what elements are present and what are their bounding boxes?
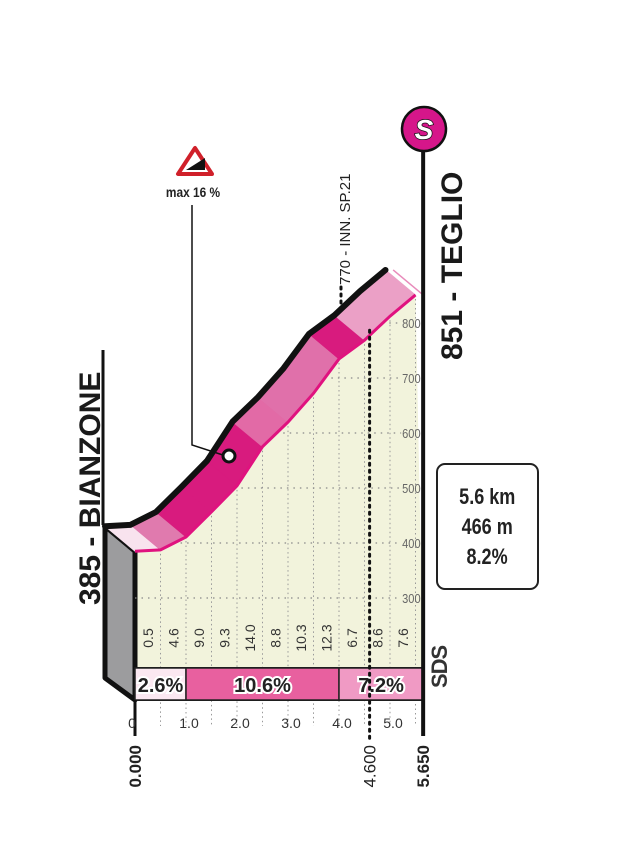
distance-marker-label: 4.600: [361, 745, 380, 788]
gradient-band-label: 2.6%: [138, 675, 184, 697]
km-tick-label: 1.0: [179, 715, 199, 731]
segment-gradient-label: 0.5: [140, 628, 156, 648]
elevation-tick-label: 500: [402, 481, 421, 496]
steep-slope-icon: [186, 158, 205, 170]
finish-label: 851 - TEGLIO: [436, 172, 469, 360]
profile-top-edge: [102, 266, 389, 530]
summary-avg-gradient: 8.2%: [466, 543, 509, 569]
gradient-band-label: 7.2%: [358, 675, 404, 697]
km-tick-label: 2.0: [230, 715, 250, 731]
segment-gradient-label: 7.6: [395, 628, 411, 648]
sds-logo: SDS: [427, 645, 452, 688]
warning-triangle-icon: [176, 146, 214, 176]
segment-gradient-label: 6.7: [344, 628, 360, 648]
elevation-tick-label: 400: [402, 536, 421, 551]
km-tick-label: 0: [128, 715, 136, 731]
distance-marker-label: 0.000: [126, 745, 145, 788]
summary-gain: 466 m: [461, 513, 514, 539]
gradient-band: [185, 667, 340, 701]
segment-gradient-label: 9.0: [191, 628, 207, 648]
km-tick-label: 5.0: [383, 715, 403, 731]
elevation-tick-label: 800: [402, 316, 421, 331]
elevation-tick-label: 700: [402, 371, 421, 386]
segment-gradient-label: 14.0: [242, 624, 258, 651]
segment-gradient-label: 10.3: [293, 624, 309, 651]
max-gradient-leader-line: [191, 205, 227, 457]
segment-gradient-label: 4.6: [165, 628, 181, 648]
poi-label: 770 - INN. SP.21: [337, 174, 354, 285]
segment-gradient-label: 8.8: [267, 628, 283, 648]
segment-gradient-label: 9.3: [216, 628, 232, 648]
summary-distance: 5.6 km: [459, 483, 516, 509]
max-gradient-label: max 16 %: [166, 184, 221, 200]
sprint-s-letter: S: [415, 114, 434, 145]
km-tick-label: 4.0: [332, 715, 352, 731]
km-tick-label: 3.0: [281, 715, 301, 731]
profile-end-edge: [392, 269, 424, 296]
max-gradient-point: [221, 448, 237, 464]
sprint-s-icon: [400, 105, 448, 153]
distance-marker-label: 5.650: [414, 745, 433, 788]
profile-area: [135, 294, 424, 668]
elevation-tick-label: 300: [402, 591, 421, 606]
elevation-tick-label: 600: [402, 426, 421, 441]
segment-gradient-label: 12.3: [318, 624, 334, 651]
summary-box: 5.6 km 466 m 8.2%: [436, 463, 539, 590]
segment-gradient-label: 8.6: [369, 628, 385, 648]
start-wall: [102, 523, 138, 703]
gradient-band-label: 10.6%: [234, 675, 291, 697]
